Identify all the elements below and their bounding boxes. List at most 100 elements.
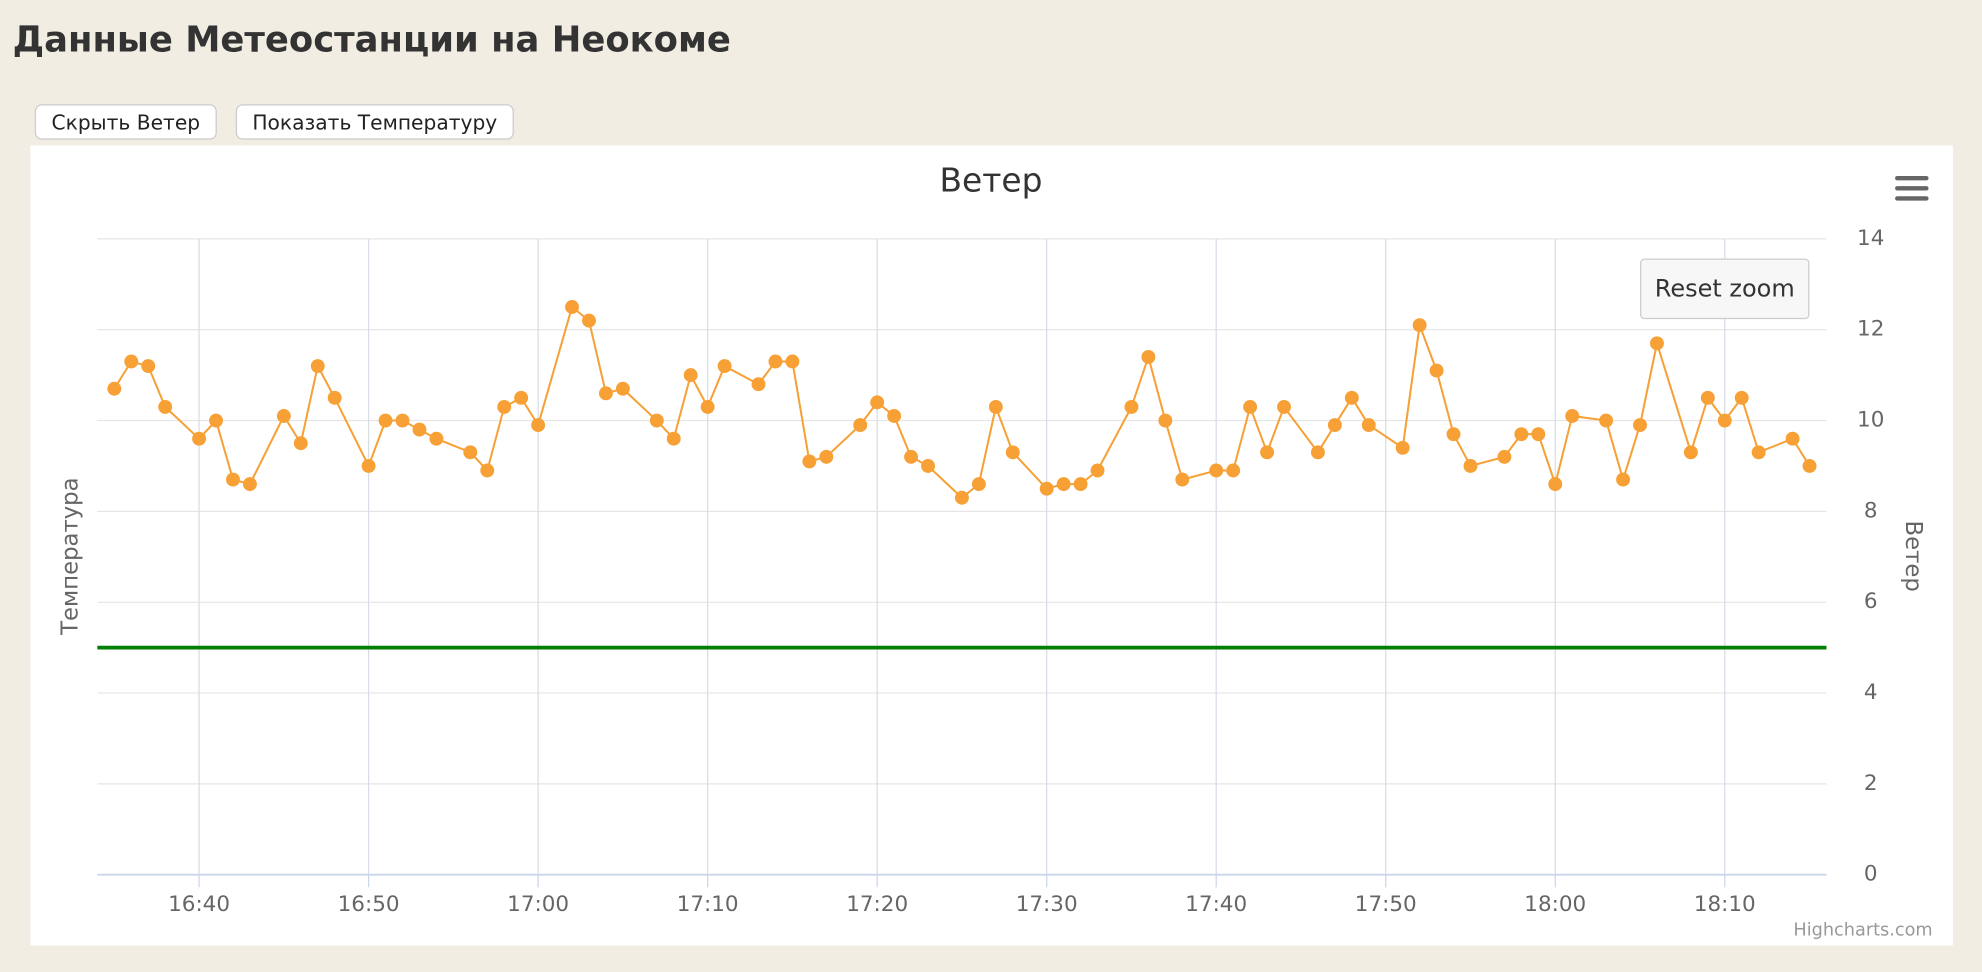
data-point xyxy=(904,449,919,464)
data-point xyxy=(1124,399,1139,414)
data-point xyxy=(1158,413,1173,428)
button[interactable] xyxy=(34,104,217,140)
data-point xyxy=(1599,413,1614,428)
data-point xyxy=(700,399,715,414)
x-tick-label: 17:00 xyxy=(507,892,569,917)
data-point xyxy=(1005,445,1020,460)
data-point xyxy=(1073,477,1088,492)
data-point xyxy=(1310,445,1325,460)
y-axis-title: Температура xyxy=(57,477,83,635)
reset-zoom-label[interactable]: Reset zoom xyxy=(1655,274,1795,302)
data-point xyxy=(514,390,529,405)
data-point xyxy=(361,459,376,473)
data-point xyxy=(1327,418,1342,433)
data-point xyxy=(971,477,986,492)
chart-area xyxy=(30,145,1953,946)
data-point xyxy=(141,359,156,374)
data-point xyxy=(887,409,902,423)
data-point xyxy=(463,445,478,460)
data-point xyxy=(751,377,766,392)
data-point xyxy=(1463,459,1478,473)
x-tick-label: 18:00 xyxy=(1524,892,1586,917)
data-point xyxy=(988,399,1003,414)
data-point xyxy=(209,413,223,428)
data-point xyxy=(768,354,783,369)
data-point xyxy=(395,413,410,428)
data-point xyxy=(954,490,969,505)
data-point xyxy=(1497,449,1512,464)
reset-zoom-button[interactable] xyxy=(1640,258,1810,320)
data-point xyxy=(666,431,681,446)
credits[interactable]: Highcharts.com xyxy=(1793,920,1932,940)
data-point xyxy=(1226,463,1241,478)
data-point xyxy=(1429,363,1444,378)
button-label[interactable]: Скрыть Ветер xyxy=(51,110,200,134)
data-point xyxy=(1514,427,1529,442)
data-point xyxy=(1548,477,1563,492)
data-point xyxy=(598,386,613,401)
x-tick-label: 17:50 xyxy=(1355,892,1417,917)
y2-axis-title: Ветер xyxy=(1900,521,1926,592)
x-tick-label: 17:20 xyxy=(846,892,908,917)
data-point xyxy=(870,395,885,410)
data-point xyxy=(1141,350,1156,364)
data-point xyxy=(1344,390,1359,405)
x-tick-label: 16:50 xyxy=(338,892,400,917)
y2-tick-label: 4 xyxy=(1864,680,1878,705)
data-point xyxy=(1446,427,1461,442)
data-point xyxy=(158,399,173,414)
data-point xyxy=(717,359,732,374)
y2-tick-label: 6 xyxy=(1864,589,1878,614)
x-tick-label: 17:10 xyxy=(677,892,739,917)
data-point xyxy=(1175,472,1190,487)
data-point xyxy=(819,449,834,464)
data-point xyxy=(1616,472,1631,487)
data-point xyxy=(1734,390,1749,405)
data-point xyxy=(1683,445,1698,460)
y2-tick-label: 8 xyxy=(1864,498,1878,523)
data-point xyxy=(1565,409,1580,423)
y2-tick-label: 12 xyxy=(1857,317,1884,342)
data-point xyxy=(1361,418,1376,433)
page-title: Данные Метеостанции на Неокоме xyxy=(13,20,731,61)
data-point xyxy=(480,463,495,478)
data-point xyxy=(531,418,546,433)
data-point xyxy=(1785,431,1800,446)
data-point xyxy=(1802,459,1817,473)
y2-tick-label: 10 xyxy=(1857,408,1884,433)
data-point xyxy=(1260,445,1275,460)
menu-icon[interactable] xyxy=(1895,176,1929,201)
data-point xyxy=(242,477,257,492)
x-tick-label: 18:10 xyxy=(1694,892,1756,917)
data-point xyxy=(853,418,868,433)
y2-tick-label: 2 xyxy=(1864,771,1878,796)
data-point xyxy=(1412,318,1427,333)
data-point xyxy=(192,431,207,446)
data-point xyxy=(378,413,393,428)
x-tick-label: 17:30 xyxy=(1016,892,1078,917)
data-point xyxy=(107,381,122,396)
button-label[interactable]: Показать Температуру xyxy=(252,110,497,134)
data-point xyxy=(1039,481,1054,496)
data-point xyxy=(1209,463,1224,478)
y2-tick-label: 0 xyxy=(1864,862,1878,887)
x-tick-label: 17:40 xyxy=(1185,892,1247,917)
data-point xyxy=(1717,413,1732,428)
data-point xyxy=(683,368,698,383)
y2-tick-label: 14 xyxy=(1857,226,1884,251)
data-point xyxy=(1650,336,1664,351)
data-point xyxy=(582,313,596,328)
data-point xyxy=(615,381,630,396)
data-point xyxy=(293,436,308,451)
data-point xyxy=(1277,399,1291,414)
data-point xyxy=(802,454,817,469)
data-point xyxy=(1751,445,1766,460)
data-point xyxy=(327,390,342,405)
data-point xyxy=(1633,418,1647,433)
data-point xyxy=(1700,390,1715,405)
data-point xyxy=(785,354,800,369)
data-point xyxy=(1056,477,1071,492)
x-tick-label: 16:40 xyxy=(168,892,230,917)
button[interactable] xyxy=(235,104,514,140)
